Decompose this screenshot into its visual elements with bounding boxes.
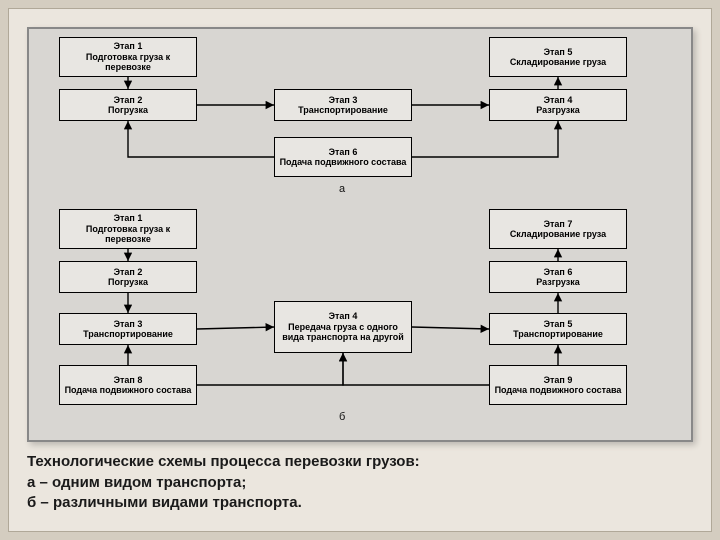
node-b6: Этап 6Разгрузка [489,261,627,293]
node-b7: Этап 7Складирование груза [489,209,627,249]
node-stage: Этап 2 [63,95,193,105]
node-label: Разгрузка [493,105,623,115]
node-b8: Этап 8Подача подвижного состава [59,365,197,405]
node-label: Транспортирование [493,329,623,339]
node-stage: Этап 9 [493,375,623,385]
node-stage: Этап 7 [493,219,623,229]
node-stage: Этап 4 [493,95,623,105]
section-label-a: а [339,183,345,195]
node-label: Подача подвижного состава [63,385,193,395]
node-a5: Этап 5Складирование груза [489,37,627,77]
caption-line-2: а – одним видом транспорта; [27,474,246,491]
flowchart-diagram: Этап 1Подготовка груза к перевозкеЭтап 5… [27,27,693,442]
node-label: Подача подвижного состава [493,385,623,395]
node-a6: Этап 6Подача подвижного состава [274,137,412,177]
node-stage: Этап 3 [278,95,408,105]
node-a2: Этап 2Погрузка [59,89,197,121]
arrow [197,327,274,329]
node-a3: Этап 3Транспортирование [274,89,412,121]
node-stage: Этап 5 [493,319,623,329]
node-label: Транспортирование [63,329,193,339]
node-label: Разгрузка [493,277,623,287]
node-stage: Этап 2 [63,267,193,277]
arrow [412,121,558,157]
node-label: Подготовка груза к перевозке [63,224,193,245]
node-label: Погрузка [63,277,193,287]
node-b3: Этап 3Транспортирование [59,313,197,345]
node-b2: Этап 2Погрузка [59,261,197,293]
node-label: Подача подвижного состава [278,157,408,167]
node-stage: Этап 1 [63,213,193,223]
node-stage: Этап 6 [493,267,623,277]
node-label: Складирование груза [493,57,623,67]
node-stage: Этап 8 [63,375,193,385]
node-stage: Этап 1 [63,41,193,51]
slide-frame: Этап 1Подготовка груза к перевозкеЭтап 5… [8,8,712,532]
node-a4: Этап 4Разгрузка [489,89,627,121]
node-b1: Этап 1Подготовка груза к перевозке [59,209,197,249]
arrow [128,121,274,157]
node-label: Подготовка груза к перевозке [63,52,193,73]
node-b5: Этап 5Транспортирование [489,313,627,345]
node-label: Складирование груза [493,229,623,239]
node-stage: Этап 5 [493,47,623,57]
arrow [197,353,343,385]
node-label: Погрузка [63,105,193,115]
section-label-b: б [339,411,345,423]
node-stage: Этап 3 [63,319,193,329]
node-label: Транспортирование [278,105,408,115]
caption-line-1: Технологические схемы процесса перевозки… [27,453,420,470]
node-b9: Этап 9Подача подвижного состава [489,365,627,405]
node-stage: Этап 4 [278,311,408,321]
node-a1: Этап 1Подготовка груза к перевозке [59,37,197,77]
caption-line-3: б – различными видами транспорта. [27,494,302,511]
arrow [343,353,489,385]
arrow [412,327,489,329]
node-label: Передача груза с одного вида транспорта … [278,322,408,343]
node-stage: Этап 6 [278,147,408,157]
diagram-caption: Технологические схемы процесса перевозки… [27,452,693,513]
node-b4: Этап 4Передача груза с одного вида транс… [274,301,412,353]
